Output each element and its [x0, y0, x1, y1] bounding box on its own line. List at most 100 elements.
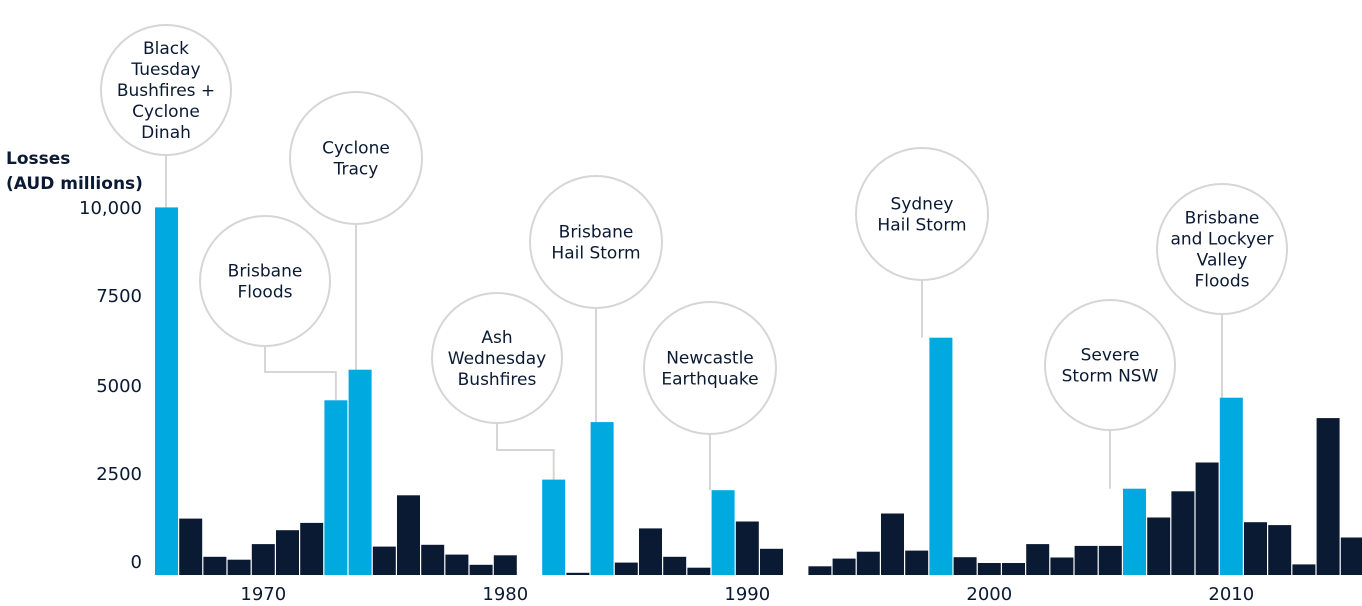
annotation-label: Hail Storm: [551, 244, 640, 264]
bar: [1171, 491, 1195, 575]
bar: [566, 572, 590, 575]
annotation-bubble: [431, 292, 563, 424]
annotation-bubble: [643, 301, 777, 435]
annotation-label: Dinah: [141, 123, 191, 143]
annotation-label: Storm NSW: [1062, 367, 1159, 387]
annotation-label: Cyclone: [322, 139, 390, 159]
annotation-leader-line: [496, 423, 555, 480]
bar: [832, 558, 856, 575]
bar: [397, 495, 420, 575]
annotation-leader-line: [264, 346, 337, 401]
y-tick-label: 7500: [96, 286, 142, 307]
highlight-bar: [929, 337, 953, 575]
annotation-label: Floods: [1195, 272, 1250, 292]
annotation-label: and Lockyer: [1170, 230, 1273, 250]
highlight-bar: [1123, 488, 1146, 575]
annotation-label: Severe: [1081, 346, 1140, 366]
highlight-bar: [324, 400, 348, 575]
bar: [469, 564, 493, 575]
x-tick-label: 2000: [966, 584, 1012, 605]
bar: [760, 548, 783, 575]
bar: [227, 559, 251, 575]
bar: [1098, 545, 1122, 575]
bars: [155, 207, 1362, 575]
x-tick-label: 1980: [482, 584, 528, 605]
x-tick-label: 2010: [1208, 584, 1254, 605]
annotation-bubble: [855, 147, 989, 281]
annotation-label: Brisbane: [559, 223, 634, 243]
highlight-bar: [711, 490, 735, 575]
bar: [905, 550, 929, 575]
x-tick-label: 1990: [724, 584, 770, 605]
x-tick-label: 1970: [240, 584, 286, 605]
bar: [300, 522, 324, 575]
bar: [639, 528, 662, 575]
y-tick-label: 5000: [96, 376, 142, 397]
annotation-label: Hail Storm: [877, 216, 966, 236]
highlight-bar: [590, 422, 614, 575]
bar: [1050, 557, 1074, 575]
annotation-bubble: [199, 215, 331, 347]
annotation-label: Bushfires: [458, 370, 537, 390]
annotation-label: Sydney: [891, 195, 954, 215]
y-axis-title-line-2: (AUD millions): [6, 174, 143, 194]
bar: [1195, 462, 1219, 575]
bar: [1244, 522, 1267, 575]
annotation-label: Newcastle: [666, 349, 754, 369]
annotation-bubble: [1156, 183, 1288, 315]
y-tick-label: 0: [131, 552, 142, 573]
bar: [977, 563, 1001, 575]
annotation-bubble: [100, 24, 232, 156]
bar: [1292, 564, 1316, 575]
annotation-leaders: [165, 155, 1223, 491]
bar: [203, 556, 227, 575]
bar: [1268, 525, 1292, 575]
bar: [1147, 517, 1171, 575]
annotation-label: Brisbane: [228, 262, 303, 282]
bar: [687, 567, 711, 575]
bar: [856, 551, 880, 575]
y-axis-title-line-1: Losses: [6, 149, 70, 169]
bar: [808, 566, 832, 575]
x-axis-ticks: 1970 1980 1990 2000 2010: [240, 584, 1254, 605]
bar: [251, 544, 275, 575]
bar: [179, 518, 203, 575]
bar: [881, 513, 904, 575]
annotation-label: Brisbane: [1185, 209, 1260, 229]
bar: [445, 554, 469, 575]
y-tick-label: 10,000: [79, 198, 142, 219]
bar: [276, 530, 299, 575]
annotation-label: Earthquake: [661, 370, 758, 390]
annotation-bubble: [529, 175, 663, 309]
bar: [663, 556, 687, 575]
y-axis-ticks: 0 2500 5000 7500 10,000: [79, 198, 142, 573]
y-tick-label: 2500: [96, 464, 142, 485]
bar: [493, 555, 517, 575]
annotation-label: Floods: [238, 283, 293, 303]
bar: [614, 562, 638, 575]
annotation-label: Tracy: [333, 160, 379, 180]
bar: [372, 546, 396, 575]
highlight-bar: [348, 369, 372, 575]
bar: [953, 557, 977, 575]
bar: [1340, 537, 1362, 575]
bar: [1002, 563, 1025, 575]
bar: [1026, 544, 1050, 575]
annotation-label: Bushfires +: [117, 81, 215, 101]
annotation-label: Valley: [1197, 251, 1248, 271]
highlight-bar: [155, 207, 178, 575]
annotation-label: Cyclone: [132, 102, 200, 122]
annotation-bubble: [1044, 299, 1176, 431]
bar: [1074, 545, 1098, 575]
bar: [1316, 418, 1340, 575]
annotation-label: Tuesday: [130, 60, 200, 80]
bar: [421, 544, 445, 575]
annotation-bubble: [289, 91, 423, 225]
highlight-bar: [1219, 397, 1243, 575]
annotation-label: Wednesday: [448, 349, 546, 369]
bar: [735, 521, 759, 575]
annotation-label: Ash: [481, 328, 512, 348]
highlight-bar: [542, 479, 566, 575]
